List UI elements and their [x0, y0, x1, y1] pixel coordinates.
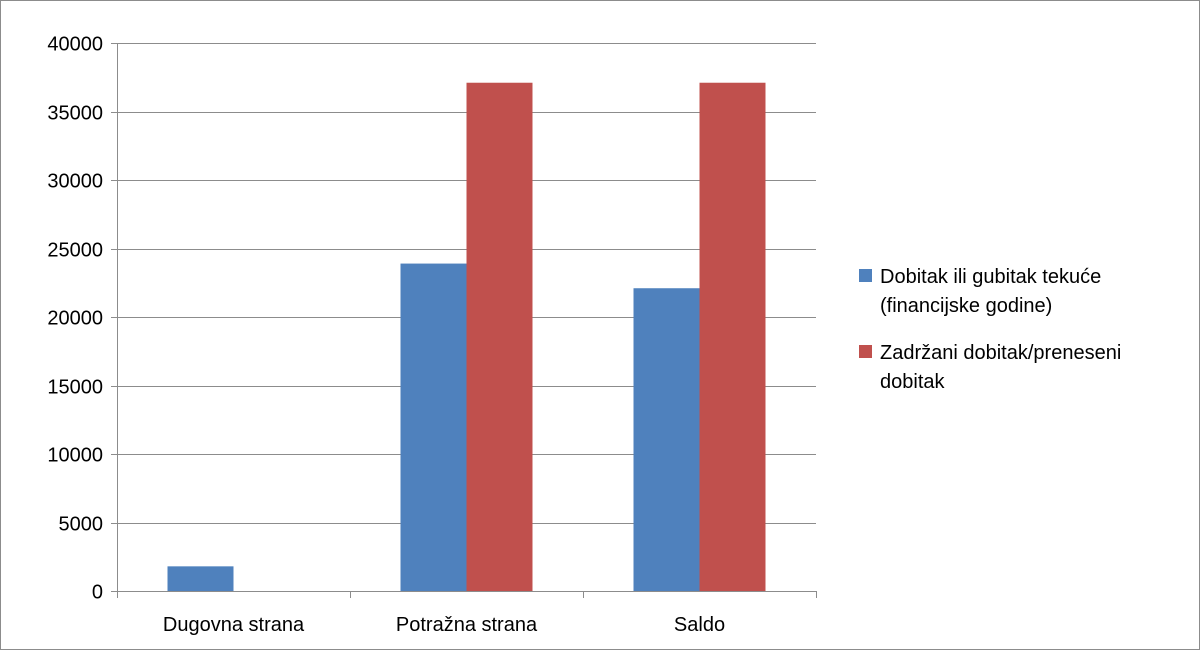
- bars: [167, 82, 766, 591]
- y-tick-label: 10000: [47, 445, 103, 467]
- y-tick-label: 25000: [47, 240, 103, 262]
- legend-entry-text: dobitak: [880, 371, 945, 393]
- y-tick-label: 30000: [47, 171, 103, 193]
- legend-entry-text: Dobitak ili gubitak tekuće: [880, 266, 1101, 288]
- bar: [633, 288, 700, 591]
- axes: [117, 43, 817, 598]
- y-tick-label: 5000: [59, 514, 104, 536]
- legend-entry-text: Zadržani dobitak/preneseni: [880, 342, 1121, 364]
- legend: Dobitak ili gubitak tekuće (financijske g…: [859, 266, 1121, 393]
- y-axis-tick-labels: 0 5000 10000 15000 20000 25000 30000 35000 40000: [47, 34, 103, 604]
- y-tick-label: 15000: [47, 377, 103, 399]
- legend-swatch: [859, 269, 872, 282]
- legend-entry-text: (financijske godine): [880, 295, 1052, 317]
- bar: [699, 82, 766, 591]
- x-category-label: Dugovna strana: [163, 614, 305, 636]
- legend-swatch: [859, 345, 872, 358]
- y-tick-label: 0: [92, 582, 103, 604]
- x-axis-category-labels: Dugovna strana Potražna strana Saldo: [163, 614, 725, 636]
- y-tick-label: 20000: [47, 308, 103, 330]
- y-tick-label: 35000: [47, 103, 103, 125]
- x-category-label: Saldo: [674, 614, 725, 636]
- x-category-label: Potražna strana: [396, 614, 538, 636]
- bar: [466, 82, 533, 591]
- y-tick-label: 40000: [47, 34, 103, 56]
- bar: [167, 566, 234, 591]
- bar: [400, 263, 467, 591]
